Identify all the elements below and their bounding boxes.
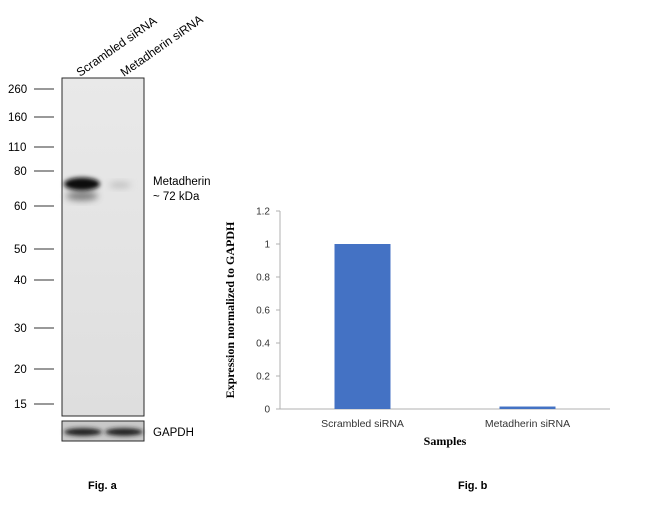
figure-label-a: Fig. a bbox=[88, 480, 118, 492]
y-axis-title: Expression normalized to GAPDH bbox=[223, 221, 237, 398]
bar-scrambled-sirna bbox=[334, 244, 391, 409]
mw-marker-30: 30 bbox=[14, 323, 54, 335]
x-axis-categories: Scrambled siRNA Metadherin siRNA bbox=[321, 418, 570, 430]
y-tick-label: 0.2 bbox=[256, 372, 270, 383]
bar-metadherin-sirna bbox=[499, 406, 556, 409]
mw-marker-40: 40 bbox=[14, 275, 54, 287]
loading-control-label: GAPDH bbox=[153, 427, 194, 439]
mw-label: 20 bbox=[14, 364, 27, 376]
band-metadherin-scrambled bbox=[64, 177, 100, 191]
mw-label: 50 bbox=[14, 244, 27, 256]
y-axis-ticks: 0 0.2 0.4 0.6 0.8 1 1.2 bbox=[256, 207, 280, 416]
mw-label: 30 bbox=[14, 323, 27, 335]
mw-marker-20: 20 bbox=[14, 364, 54, 376]
figure-label-b: Fig. b bbox=[458, 480, 488, 492]
band-gapdh-knockdown bbox=[105, 428, 143, 436]
mw-marker-15: 15 bbox=[14, 399, 54, 411]
mw-label: 40 bbox=[14, 275, 27, 287]
lane-label-metadherin: Metadherin siRNA bbox=[118, 12, 206, 79]
lane-label-scrambled: Scrambled siRNA bbox=[74, 14, 160, 80]
band-metadherin-knockdown bbox=[109, 182, 131, 188]
blot-membrane bbox=[61, 77, 145, 417]
y-tick-label: 0.6 bbox=[256, 306, 270, 317]
x-axis-title: Samples bbox=[424, 434, 467, 448]
mw-marker-110: 110 bbox=[8, 142, 54, 154]
bar-chart: 0 0.2 0.4 0.6 0.8 1 1.2 Scrambled siRNA Metadhe… bbox=[223, 207, 610, 492]
mw-label: 15 bbox=[14, 399, 27, 411]
target-label-size: ~ 72 kDa bbox=[153, 191, 200, 203]
western-blot-panel: Scrambled siRNA Metadherin siRNA 260 160… bbox=[8, 12, 211, 492]
y-tick-label: 0.8 bbox=[256, 273, 270, 284]
band-gapdh-scrambled bbox=[64, 428, 102, 436]
x-category-label: Scrambled siRNA bbox=[321, 418, 404, 430]
mw-marker-60: 60 bbox=[14, 201, 54, 213]
y-tick-label: 1.2 bbox=[256, 207, 270, 218]
target-label-name: Metadherin bbox=[153, 176, 211, 188]
mw-label: 80 bbox=[14, 166, 27, 178]
mw-marker-260: 260 bbox=[8, 84, 54, 96]
x-category-label: Metadherin siRNA bbox=[485, 418, 570, 430]
mw-marker-ladder: 260 160 110 80 60 50 bbox=[8, 84, 54, 411]
band-metadherin-scrambled-lower bbox=[66, 191, 98, 201]
y-tick-label: 0 bbox=[264, 405, 270, 416]
mw-label: 260 bbox=[8, 84, 27, 96]
bar-series bbox=[334, 244, 556, 409]
gapdh-membrane bbox=[61, 420, 145, 442]
mw-label: 60 bbox=[14, 201, 27, 213]
y-tick-label: 0.4 bbox=[256, 339, 270, 350]
mw-label: 110 bbox=[8, 142, 26, 154]
mw-marker-50: 50 bbox=[14, 244, 54, 256]
mw-marker-80: 80 bbox=[14, 166, 54, 178]
y-tick-label: 1 bbox=[264, 240, 270, 251]
mw-marker-160: 160 bbox=[8, 112, 54, 124]
mw-label: 160 bbox=[8, 112, 27, 124]
